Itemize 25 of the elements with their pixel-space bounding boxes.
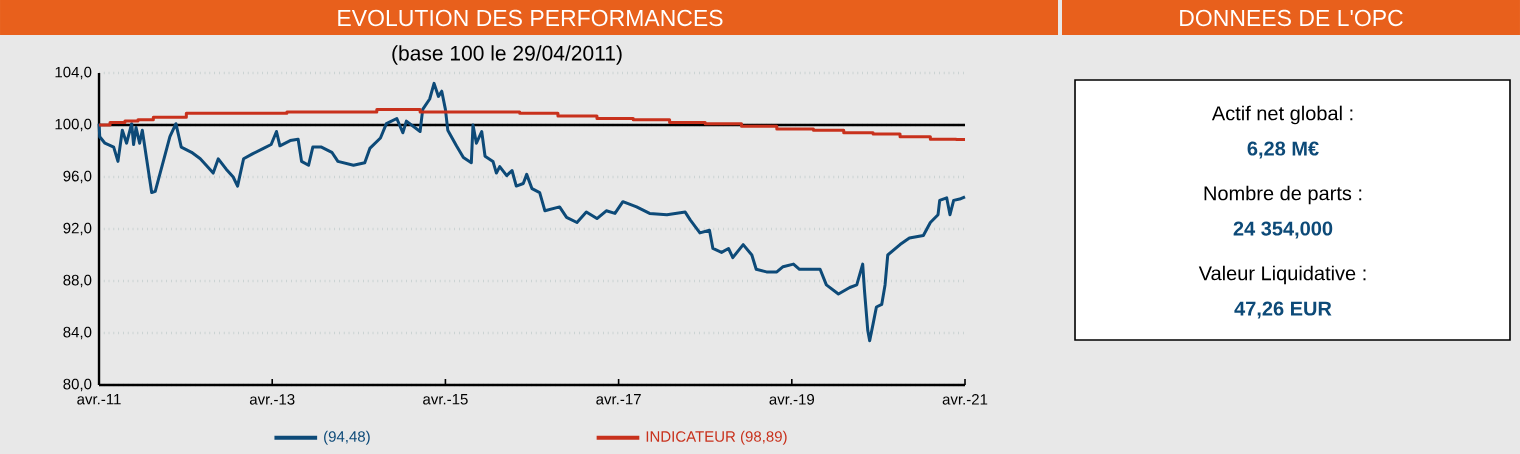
text: Valeur Liquidative :: [1198, 265, 1366, 285]
chart-title: EVOLUTION DES PERFORMANCES: [338, 9, 723, 27]
y-tick-label: 80,0: [63, 378, 92, 392]
x-tick-label: avr.-11: [77, 394, 121, 405]
x-tick-label: avr.-21: [942, 394, 988, 405]
chart-subtitle: (base 100 le 29/04/2011): [392, 45, 622, 65]
x-tick-label: avr.-17: [596, 394, 641, 405]
y-tick-label: 100,0: [55, 118, 92, 132]
text: 24 354,000: [1233, 221, 1333, 239]
y-tick-label: 92,0: [63, 222, 92, 236]
x-tick-label: avr.-13: [249, 394, 295, 405]
text: DONNEES DE L'OPC: [1180, 9, 1403, 27]
y-tick-label: 88,0: [63, 274, 92, 288]
text: 6,28 M€: [1247, 141, 1319, 159]
x-tick-label: avr.-15: [423, 394, 468, 405]
line-series: [97, 81, 967, 343]
legend-label: (94,48): [324, 430, 370, 445]
x-tick-label: avr.-19: [769, 394, 815, 405]
text: 47,26 EUR: [1234, 301, 1332, 319]
y-tick-label: 96,0: [63, 170, 92, 184]
y-tick-label: 84,0: [63, 326, 92, 340]
text: Nombre de parts :: [1204, 185, 1362, 205]
y-tick-label: 104,0: [55, 66, 92, 80]
legend-label: INDICATEUR (98,89): [646, 430, 787, 445]
text: Actif net global :: [1211, 105, 1353, 125]
